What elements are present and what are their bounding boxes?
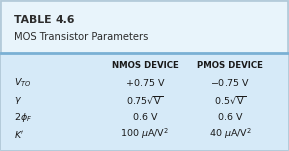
Text: 0.5$\sqrt{\rm V}$: 0.5$\sqrt{\rm V}$	[214, 94, 246, 106]
Text: PMOS DEVICE: PMOS DEVICE	[197, 61, 263, 69]
Text: TABLE: TABLE	[14, 15, 55, 25]
Text: 0.6 V: 0.6 V	[218, 112, 242, 122]
Bar	[1, 54, 288, 150]
Text: $2\phi_F$: $2\phi_F$	[14, 111, 32, 124]
Text: 40 $\mu$A/V$^2$: 40 $\mu$A/V$^2$	[209, 127, 251, 141]
Text: MOS Transistor Parameters: MOS Transistor Parameters	[14, 32, 148, 42]
Text: 0.75$\sqrt{\rm V}$: 0.75$\sqrt{\rm V}$	[126, 94, 164, 106]
Text: $-$0.75 V: $-$0.75 V	[210, 77, 250, 88]
Text: +0.75 V: +0.75 V	[126, 79, 164, 87]
Text: 0.6 V: 0.6 V	[133, 112, 157, 122]
Text: $V_{TO}$: $V_{TO}$	[14, 77, 32, 89]
Text: $\gamma$: $\gamma$	[14, 95, 22, 106]
Text: K$'$: K$'$	[14, 129, 24, 140]
Text: 4.6: 4.6	[56, 15, 75, 25]
Text: 100 $\mu$A/V$^2$: 100 $\mu$A/V$^2$	[121, 127, 170, 141]
Text: NMOS DEVICE: NMOS DEVICE	[112, 61, 178, 69]
